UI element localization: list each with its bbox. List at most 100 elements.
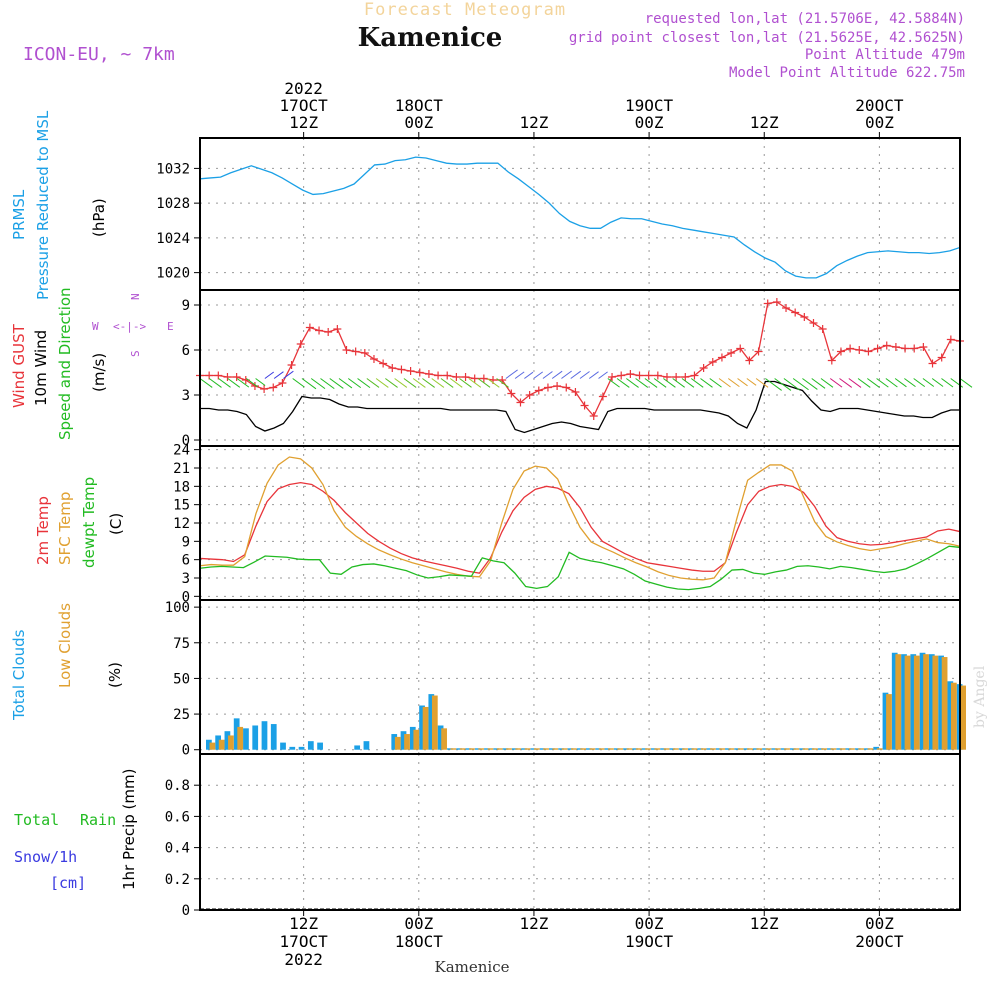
gust-marker [534, 386, 543, 395]
gust-marker [342, 346, 351, 354]
top-time-label: 17OCT [280, 96, 329, 115]
series-dewpt-temp [199, 545, 961, 591]
gust-marker [855, 346, 864, 354]
wind-arrow [403, 378, 417, 388]
wind-arrow [672, 378, 685, 388]
bar-total-clouds [307, 741, 314, 750]
panel-frame [199, 289, 961, 447]
wind-arrow [357, 378, 371, 389]
bar-total-clouds [928, 654, 935, 750]
bar-total-clouds [660, 748, 666, 750]
bottom-time-label: 18OCT [395, 932, 444, 951]
gust-marker [461, 373, 470, 381]
wind-arrow [542, 371, 553, 379]
gust-marker [937, 353, 946, 362]
wind-arrow [922, 378, 935, 387]
wind-arrow [746, 378, 757, 386]
series-sfc-temp [199, 456, 961, 581]
gust-marker [369, 355, 378, 363]
gust-marker [232, 373, 241, 381]
bar-total-clouds [558, 748, 564, 750]
wind-arrow [653, 378, 667, 388]
location-title: Kamenice [358, 23, 503, 53]
total-rain-label-1: Total [14, 811, 59, 829]
gust-marker [662, 373, 671, 381]
bar-total-clouds [400, 731, 407, 750]
wind-arrow [449, 378, 463, 388]
gust-marker [278, 379, 287, 387]
gust-marker [443, 371, 452, 380]
gust-marker [653, 371, 662, 380]
y-tick-label: 1028 [156, 196, 190, 212]
bar-total-clouds [243, 728, 249, 750]
y-tick-label: 0.4 [165, 841, 190, 857]
wind-arrow [468, 378, 482, 388]
plot-area: 1020102410281032036903691215182124025507… [156, 79, 973, 969]
compass-legend: W E <-|-> N S [92, 293, 174, 357]
bar-total-clouds [576, 748, 583, 750]
bar-low-clouds [941, 657, 948, 750]
y-tick-label: 0 [182, 743, 190, 759]
bar-total-clouds [826, 748, 833, 750]
bar-low-clouds [784, 748, 790, 750]
panel-temperature: 0 3 6 9 12 15 18 21 24 [173, 443, 961, 605]
gust-marker [379, 359, 388, 368]
bar-total-clouds [206, 739, 212, 750]
bar-low-clouds [765, 748, 772, 750]
bar-total-clouds [270, 724, 277, 750]
wind-arrow [885, 378, 898, 388]
wind-arrow [218, 378, 231, 388]
y-tick-label: 6 [182, 553, 190, 569]
bottom-time-label: 12Z [519, 914, 548, 933]
bottom-time-label: 17OCT [280, 932, 329, 951]
wind-arrow [338, 378, 353, 389]
wind-arrow [227, 378, 241, 388]
bar-total-clouds [706, 748, 713, 750]
credit: by Angel [972, 665, 988, 728]
bar-total-clouds [521, 748, 527, 750]
model-label: ICON-EU, ~ 7km [23, 44, 175, 65]
bar-low-clouds [719, 748, 726, 750]
gust-marker [891, 343, 900, 351]
gust-marker [800, 313, 809, 321]
bar-low-clouds [756, 748, 763, 750]
bar-total-clouds [261, 721, 268, 750]
bar-total-clouds [298, 746, 305, 750]
gust-marker [470, 374, 479, 383]
bar-total-clouds [233, 718, 240, 750]
wind-arrow [310, 378, 326, 390]
gust-marker [351, 347, 360, 356]
bar-total-clouds [465, 748, 472, 750]
bar-low-clouds [710, 748, 716, 750]
wind-arrow [292, 378, 305, 388]
wind-arrow [959, 378, 973, 388]
wind-arrow [904, 378, 916, 388]
gust-marker [562, 383, 571, 392]
wind-arrow [477, 378, 491, 388]
bar-total-clouds [845, 748, 852, 750]
gust-marker [901, 344, 910, 353]
bar-total-clouds [743, 748, 750, 750]
bar-total-clouds [280, 742, 286, 750]
bar-total-clouds [678, 748, 685, 750]
wind-arrow [301, 378, 317, 390]
bar-low-clouds [839, 748, 846, 750]
bar-low-clouds [394, 736, 401, 750]
bar-total-clouds [595, 748, 602, 750]
bar-low-clouds [533, 748, 540, 750]
wind-arrow [246, 378, 258, 388]
bar-low-clouds [728, 748, 735, 750]
y-tick-label: 0.6 [165, 809, 190, 825]
bar-total-clouds [873, 746, 880, 750]
y-tick-label: 3 [182, 571, 190, 587]
gust-marker [763, 299, 772, 308]
temp-unit: (C) [107, 513, 125, 535]
bar-low-clouds [886, 694, 892, 750]
bar-low-clouds [422, 706, 429, 750]
y-tick-label: 0 [182, 903, 190, 919]
bar-total-clouds [891, 652, 898, 750]
gust-marker [846, 344, 855, 353]
bar-low-clouds [441, 728, 447, 750]
gust-marker [250, 382, 259, 390]
gust-label: Wind GUST [10, 323, 28, 408]
